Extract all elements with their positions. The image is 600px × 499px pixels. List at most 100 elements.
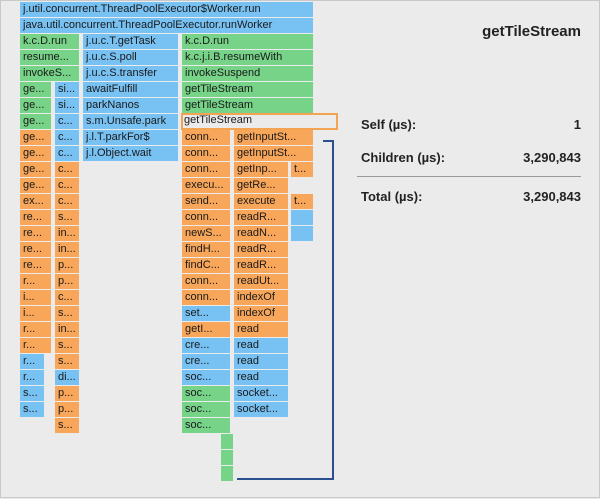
flame-frame[interactable]: c... [55,162,79,177]
flame-frame[interactable]: socket... [234,386,288,401]
flame-frame[interactable]: c... [55,146,79,161]
flame-frame[interactable]: ge... [20,162,51,177]
flame-frame[interactable]: conn... [182,146,230,161]
flame-frame[interactable]: java.util.concurrent.ThreadPoolExecutor.… [20,18,313,33]
flame-frame[interactable]: send... [182,194,230,209]
flame-frame[interactable]: p... [55,386,79,401]
flame-frame[interactable]: conn... [182,162,230,177]
flame-frame[interactable]: j.l.Object.wait [83,146,178,161]
flame-frame[interactable]: r... [20,354,44,369]
flame-frame[interactable]: in... [55,322,79,337]
flame-frame[interactable]: getInputSt... [234,130,313,145]
flame-frame[interactable]: r... [20,370,44,385]
flame-frame[interactable]: soc... [182,386,230,401]
flame-frame[interactable]: c... [55,130,79,145]
flame-frame[interactable]: newS... [182,226,230,241]
flame-frame[interactable]: p... [55,402,79,417]
flame-frame[interactable]: resume... [20,50,79,65]
flame-frame[interactable]: t... [291,162,313,177]
flame-frame[interactable]: re... [20,242,51,257]
flame-frame[interactable]: re... [20,210,51,225]
flame-frame[interactable]: s... [55,306,79,321]
flame-frame[interactable]: set... [182,306,230,321]
flame-frame[interactable]: p... [55,258,79,273]
flame-frame[interactable]: ge... [20,82,51,97]
flame-frame[interactable] [221,466,233,481]
flame-frame[interactable] [221,450,233,465]
flame-frame[interactable]: i... [20,306,51,321]
flame-frame[interactable]: findH... [182,242,230,257]
flame-frame[interactable]: j.u.c.T.getTask [83,34,178,49]
flame-frame[interactable]: k.c.j.i.B.resumeWith [182,50,313,65]
flame-frame[interactable]: conn... [182,130,230,145]
flame-frame[interactable]: getTileStream [182,98,313,113]
flame-frame[interactable]: ge... [20,98,51,113]
flame-frame[interactable]: s... [20,386,44,401]
flame-frame[interactable]: getTileStream [182,82,313,97]
flame-frame[interactable]: s.m.Unsafe.park [83,114,178,129]
flame-frame[interactable]: conn... [182,290,230,305]
flame-frame[interactable]: conn... [182,210,230,225]
flame-frame[interactable]: s... [55,338,79,353]
flame-frame[interactable]: c... [55,178,79,193]
flame-frame[interactable]: j.util.concurrent.ThreadPoolExecutor$Wor… [20,2,313,17]
flame-frame[interactable]: p... [55,274,79,289]
flame-frame[interactable]: r... [20,274,51,289]
flame-frame[interactable]: t... [291,194,313,209]
flame-frame[interactable]: getInputSt... [234,146,313,161]
flame-frame[interactable]: k.c.D.run [182,34,313,49]
flame-frame[interactable]: ge... [20,130,51,145]
flame-frame[interactable]: ge... [20,178,51,193]
flame-frame-selected[interactable]: getTileStream [181,113,338,130]
flame-frame[interactable]: si... [55,82,79,97]
flame-frame[interactable]: read [234,370,288,385]
flame-frame[interactable]: ge... [20,114,51,129]
flame-frame[interactable] [221,434,233,449]
flame-frame[interactable]: in... [55,242,79,257]
flame-frame[interactable]: j.u.c.S.poll [83,50,178,65]
flame-frame[interactable]: s... [55,210,79,225]
flame-frame[interactable]: readR... [234,258,288,273]
flame-frame[interactable]: s... [55,354,79,369]
flame-frame[interactable]: indexOf [234,290,288,305]
flame-frame[interactable]: ge... [20,146,51,161]
flame-frame[interactable]: c... [55,290,79,305]
flame-frame[interactable]: j.u.c.S.transfer [83,66,178,81]
flame-frame[interactable]: r... [20,338,51,353]
flame-frame[interactable]: getI... [182,322,230,337]
flame-frame[interactable]: read [234,322,288,337]
flame-frame[interactable]: getRe... [234,178,288,193]
flame-frame[interactable]: invokeS... [20,66,79,81]
flame-frame[interactable]: execu... [182,178,230,193]
flame-frame[interactable]: conn... [182,274,230,289]
flame-frame[interactable]: cre... [182,354,230,369]
flame-frame[interactable]: s... [20,402,44,417]
flame-frame[interactable]: k.c.D.run [20,34,79,49]
flame-frame[interactable]: indexOf [234,306,288,321]
flame-frame[interactable]: readUt... [234,274,288,289]
flame-frame[interactable]: findC... [182,258,230,273]
flame-frame[interactable]: ex... [20,194,51,209]
flame-frame[interactable]: s... [55,418,79,433]
flame-frame[interactable]: socket... [234,402,288,417]
flame-frame[interactable]: c... [55,114,79,129]
flame-frame[interactable]: readN... [234,226,288,241]
flame-frame[interactable]: si... [55,98,79,113]
flame-frame[interactable]: j.l.T.parkFor$ [83,130,178,145]
flame-frame[interactable]: read [234,354,288,369]
flame-frame[interactable] [291,210,313,225]
flame-frame[interactable]: readR... [234,210,288,225]
flame-frame[interactable]: getInp... [234,162,288,177]
flame-frame[interactable]: re... [20,258,51,273]
flame-frame[interactable]: read [234,338,288,353]
flame-frame[interactable]: soc... [182,418,230,433]
flame-frame[interactable]: invokeSuspend [182,66,313,81]
flame-frame[interactable] [291,226,313,241]
flame-frame[interactable]: parkNanos [83,98,178,113]
flame-frame[interactable]: cre... [182,338,230,353]
flame-frame[interactable]: in... [55,226,79,241]
flame-frame[interactable]: execute [234,194,288,209]
flame-frame[interactable]: re... [20,226,51,241]
flame-frame[interactable]: soc... [182,370,230,385]
flame-frame[interactable]: di... [55,370,79,385]
